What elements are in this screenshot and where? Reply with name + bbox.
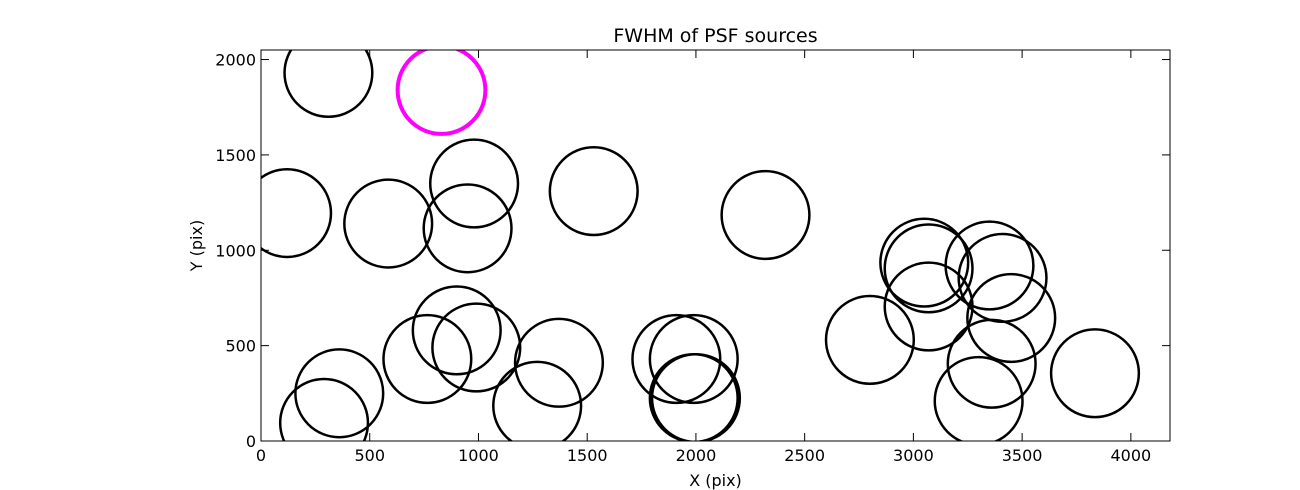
highlighted-source-marker-0 [395, 50, 488, 136]
psf-source-marker-18 [824, 294, 916, 386]
psf-source-marker-15 [648, 313, 739, 405]
x-axis-label: X (pix) [689, 471, 742, 490]
psf-source-marker-6 [720, 169, 811, 261]
x-tick-label: 0 [256, 446, 266, 465]
psf-source-marker-14 [631, 313, 722, 405]
psf-source-marker-25 [946, 318, 1037, 409]
psf-source-marker-13 [278, 377, 370, 441]
x-tick-label: 3000 [893, 446, 934, 465]
psf-source-marker-26 [933, 355, 1024, 441]
psf-source-marker-9 [411, 285, 502, 376]
psf-source-marker-11 [382, 313, 473, 405]
x-tick-label: 1500 [567, 446, 608, 465]
psf-source-marker-17 [650, 352, 742, 441]
psf-source-marker-24 [966, 272, 1057, 364]
chart-title: FWHM of PSF sources [613, 25, 817, 47]
y-axis-label: Y (pix) [187, 220, 206, 272]
x-axis-ticks: 0 500 1000 1500 2000 2500 3000 3500 4000 [256, 50, 1151, 465]
psf-source-marker-2 [343, 178, 434, 269]
x-tick-label: 2000 [676, 446, 717, 465]
psf-source-marker-0 [283, 50, 374, 119]
y-axis-ticks: 0 500 1000 1500 2000 [215, 51, 1170, 451]
x-tick-label: 1000 [458, 446, 499, 465]
psf-source-marker-12 [294, 348, 385, 439]
psf-source-marker-7 [513, 317, 605, 408]
psf-source-marker-10 [431, 302, 522, 393]
y-tick-label: 2000 [215, 51, 256, 70]
psf-source-marker-19 [879, 217, 970, 308]
y-tick-label: 1000 [215, 241, 256, 260]
psf-source-marker-8 [492, 360, 583, 441]
psf-source-marker-5 [548, 146, 639, 237]
psf-source-marker-4 [422, 183, 513, 274]
data-markers [261, 50, 1141, 441]
plot-frame [260, 49, 1171, 442]
psf-source-marker-20 [883, 223, 974, 314]
x-tick-label: 500 [354, 446, 385, 465]
psf-source-marker-22 [944, 220, 1035, 311]
psf-source-marker-1 [261, 167, 333, 259]
psf-source-marker-27 [1049, 328, 1141, 419]
y-tick-label: 0 [246, 432, 256, 451]
x-tick-label: 2500 [784, 446, 825, 465]
x-tick-label: 4000 [1110, 446, 1151, 465]
y-tick-label: 500 [225, 337, 256, 356]
psf-source-marker-3 [428, 138, 520, 229]
x-tick-label: 3500 [1002, 446, 1043, 465]
y-tick-label: 1500 [215, 146, 256, 165]
